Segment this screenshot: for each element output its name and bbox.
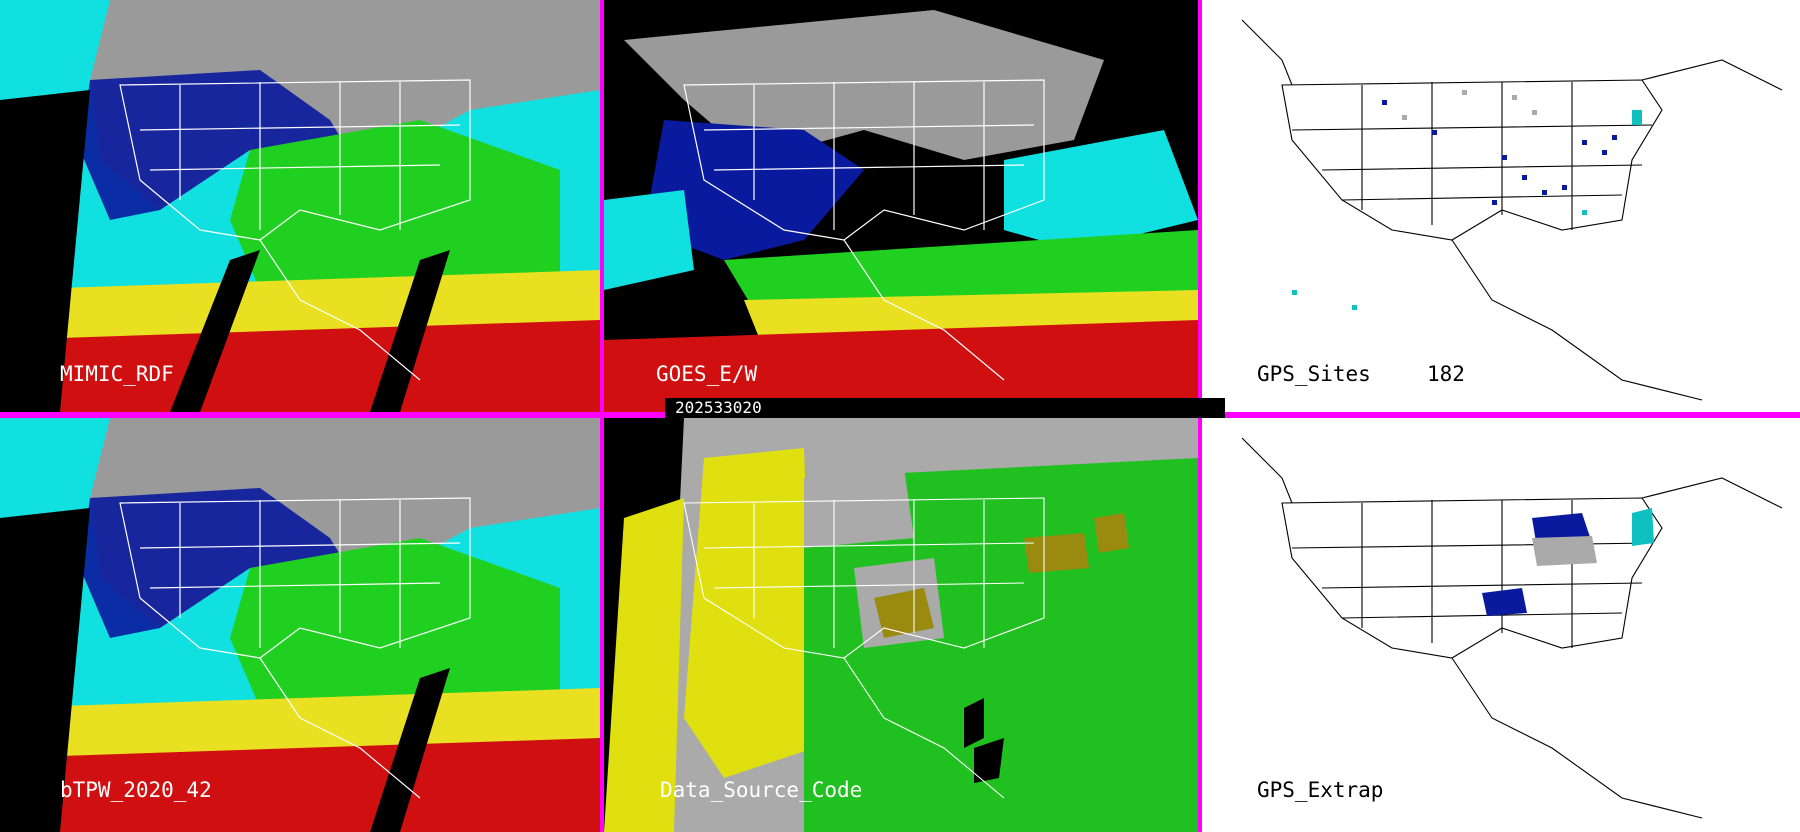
btpw-panel: bTPW_2020_42	[0, 418, 600, 832]
gps-sites-label: GPS_Sites	[1257, 362, 1371, 386]
goes-ew-panel: GOES_E/W	[604, 0, 1198, 412]
mimic-rdf-map	[0, 0, 600, 412]
btpw-label: bTPW_2020_42	[60, 778, 212, 802]
vertical-divider-right-lower	[1198, 418, 1202, 832]
gps-sites-map	[1241, 19, 1783, 401]
btpw-map	[0, 418, 600, 832]
gps-sites-count: 182	[1427, 362, 1465, 386]
gps-extrap-panel: GPS_Extrap	[1202, 418, 1800, 832]
mimic-rdf-label: MIMIC_RDF	[60, 362, 174, 386]
vertical-divider-right	[1198, 0, 1202, 412]
gps-extrap-label: GPS_Extrap	[1257, 778, 1384, 802]
data-source-code-map	[604, 418, 1198, 832]
data-source-code-label: Data_Source_Code	[660, 778, 863, 802]
goes-ew-label: GOES_E/W	[656, 362, 758, 386]
gps-extrap-map	[1241, 437, 1783, 819]
data-source-code-panel: Data_Source_Code	[604, 418, 1198, 832]
gps-sites-panel: GPS_Sites 182	[1202, 0, 1800, 412]
goes-ew-map	[604, 0, 1198, 412]
mimic-rdf-panel: MIMIC_RDF	[0, 0, 600, 412]
timestamp-bar: 202533020	[665, 398, 1225, 418]
